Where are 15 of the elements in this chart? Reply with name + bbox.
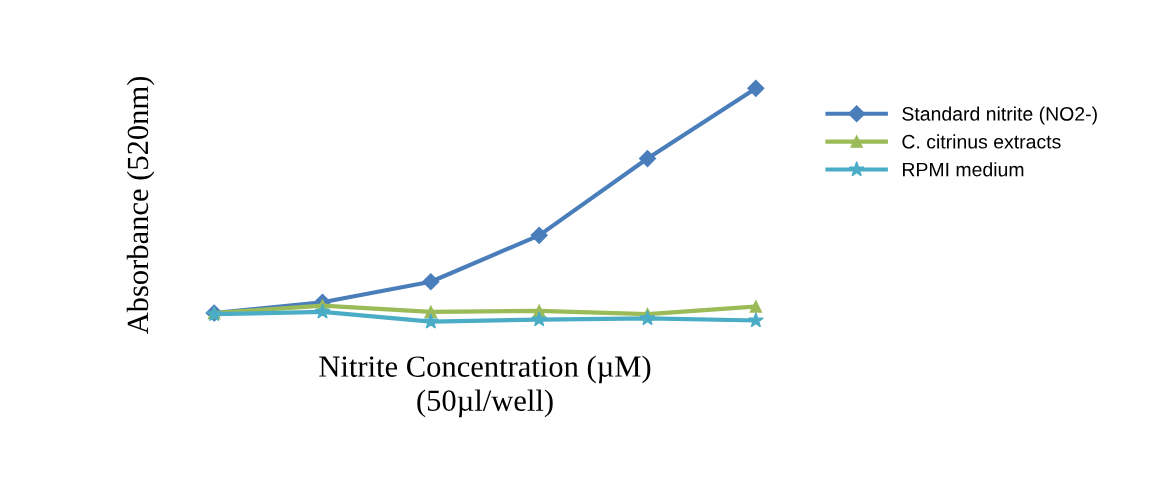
- point: [638, 150, 657, 168]
- legend-label: Standard nitrite (NO2-): [902, 106, 1097, 125]
- y-axis-title: Absorbance (520nm): [126, 76, 155, 335]
- point: [530, 226, 548, 244]
- point: [747, 312, 764, 328]
- point: [749, 300, 763, 313]
- point: [314, 303, 331, 319]
- point: [639, 310, 656, 326]
- point: [531, 311, 548, 327]
- point: [422, 273, 440, 291]
- point: [422, 313, 439, 329]
- legend-label: C. citrinus extracts: [902, 134, 1061, 149]
- point: [747, 79, 765, 97]
- legend-label: RPMI medium: [902, 162, 1024, 177]
- x-axis-title: Nitrite Concentration (µM) (50µl/well): [319, 355, 651, 418]
